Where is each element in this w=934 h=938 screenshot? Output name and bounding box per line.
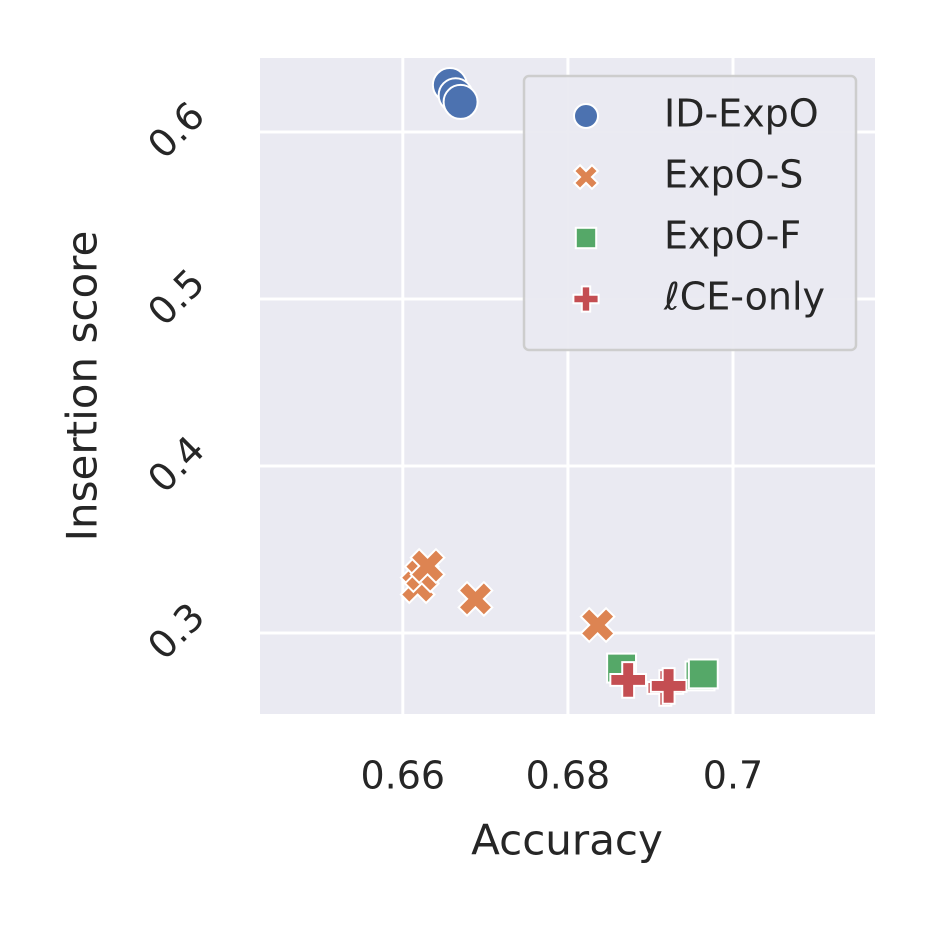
legend-label: ExpO-S [664,153,803,197]
point [687,658,719,690]
point [579,606,616,644]
point [609,661,648,699]
x-tick-label: 0.66 [361,754,446,798]
legend-frame [522,74,858,352]
x-tick-label: 0.7 [703,754,763,798]
y-tick-label: 0.5 [139,260,213,334]
x-tick-label: 0.68 [526,754,611,798]
legend [522,74,858,352]
legend-label: ID-ExpO [664,92,819,136]
legend-label: ExpO-F [664,214,801,258]
y-tick-label: 0.3 [139,594,213,668]
legend-marker [573,103,599,129]
point [442,83,479,120]
x-axis-label: Accuracy [471,816,663,865]
y-tick-label: 0.6 [139,93,213,167]
point [409,547,446,585]
legend-marker [572,285,600,313]
legend-marker [572,163,600,191]
y-axis-label: Insertion score [58,231,107,542]
legend-label: ℓCE-only [663,275,825,319]
y-tick-label: 0.4 [139,427,213,501]
point [457,580,494,618]
legend-marker [574,226,598,250]
point [649,667,688,705]
